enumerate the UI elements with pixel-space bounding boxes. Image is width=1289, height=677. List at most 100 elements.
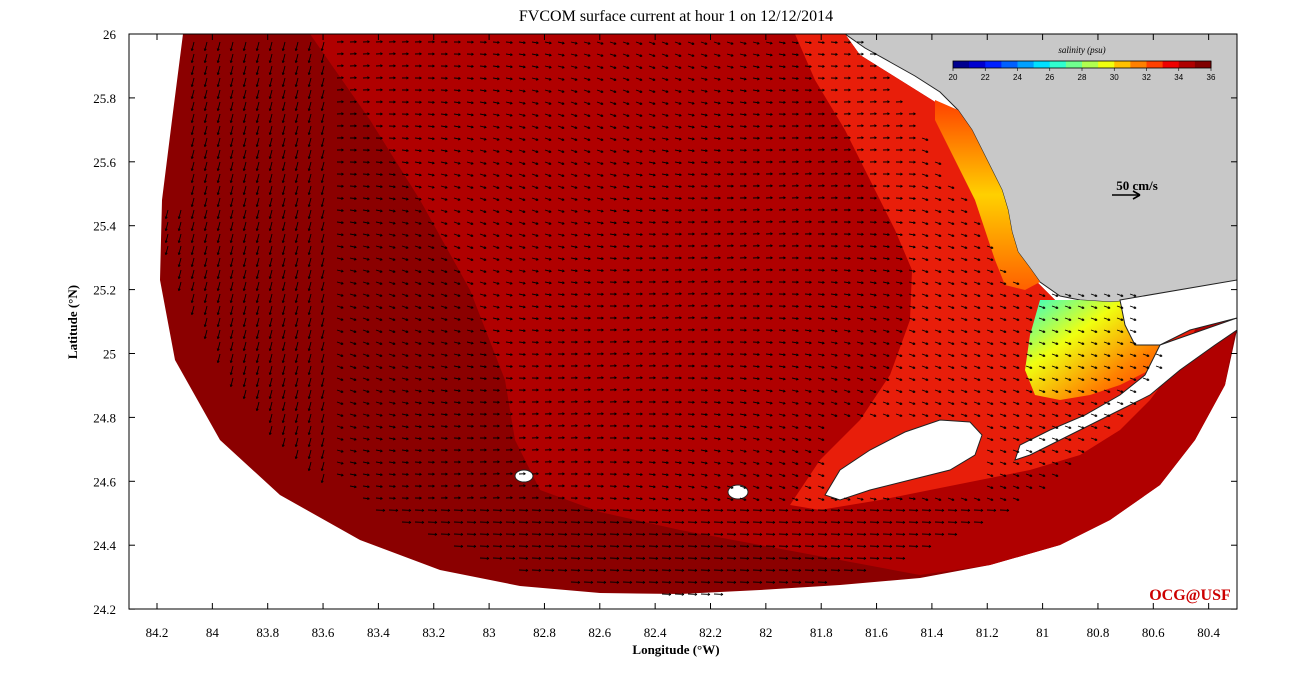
current-vector-head: [405, 413, 409, 417]
current-vector: [869, 329, 877, 333]
current-vector-head: [941, 508, 945, 512]
current-vector-head: [366, 342, 370, 345]
current-vector-head: [229, 216, 233, 219]
current-vector-head: [320, 288, 324, 291]
current-vector-head: [431, 306, 435, 309]
current-vector-head: [575, 400, 578, 404]
current-vector: [321, 473, 325, 483]
current-vector: [622, 113, 630, 117]
current-vector-head: [601, 257, 604, 261]
current-vector: [308, 101, 312, 111]
current-vector: [453, 197, 461, 201]
current-vector-head: [294, 252, 298, 255]
current-vector: [622, 485, 630, 488]
current-vector-head: [640, 497, 643, 501]
current-vector-head: [835, 64, 838, 68]
current-vector: [165, 233, 169, 243]
current-vector-head: [796, 53, 799, 57]
current-vector-head: [938, 246, 942, 249]
current-vector: [674, 485, 682, 488]
current-vector: [492, 293, 500, 297]
current-vector-head: [471, 424, 474, 428]
current-vector-head: [835, 268, 838, 272]
current-vector: [178, 281, 182, 291]
current-vector-head: [770, 365, 773, 369]
current-vector: [1077, 353, 1085, 357]
current-vector: [1012, 281, 1020, 285]
current-vector-head: [562, 388, 565, 392]
current-vector: [336, 389, 344, 393]
current-vector: [999, 293, 1007, 297]
current-vector-head: [483, 234, 487, 237]
current-vector: [414, 185, 422, 188]
current-vector: [401, 377, 409, 381]
current-vector: [583, 77, 591, 81]
current-vector: [908, 245, 916, 248]
current-vector-head: [900, 172, 903, 176]
current-vector: [295, 197, 299, 207]
current-vector-head: [496, 101, 500, 105]
current-vector-head: [392, 294, 396, 297]
current-vector-head: [393, 161, 396, 165]
current-vector: [934, 497, 942, 501]
current-vector: [230, 53, 234, 63]
current-vector: [752, 101, 760, 104]
current-vector: [1129, 365, 1137, 369]
current-vector: [882, 497, 890, 500]
current-vector-head: [666, 352, 669, 356]
current-vector-head: [564, 532, 568, 536]
current-vector-head: [216, 156, 220, 159]
current-vector-head: [419, 64, 422, 68]
current-vector-head: [431, 258, 435, 261]
current-vector-head: [320, 120, 324, 123]
current-vector: [453, 125, 461, 128]
current-vector-head: [229, 48, 233, 51]
current-vector-head: [782, 413, 786, 417]
current-vector-head: [640, 256, 643, 260]
current-vector: [295, 65, 299, 75]
current-vector: [388, 293, 396, 297]
current-vector-head: [536, 364, 539, 368]
current-vector: [269, 233, 273, 243]
current-vector: [921, 281, 929, 285]
current-vector-head: [1068, 330, 1072, 333]
current-vector: [544, 89, 552, 93]
current-vector-head: [863, 508, 867, 512]
current-vector-head: [393, 100, 396, 104]
current-vector: [388, 233, 396, 237]
current-vector: [362, 497, 370, 500]
current-vector-head: [860, 317, 864, 321]
current-vector-head: [938, 354, 942, 357]
current-vector: [531, 149, 539, 153]
current-vector: [960, 377, 968, 381]
current-vector: [947, 305, 955, 309]
current-vector: [427, 137, 435, 140]
current-vector: [531, 317, 539, 320]
current-vector-head: [393, 52, 396, 56]
current-vector-head: [562, 412, 565, 416]
current-vector: [479, 233, 487, 237]
current-vector: [1090, 293, 1098, 297]
current-vector: [700, 65, 708, 69]
current-vector: [687, 425, 695, 428]
current-vector: [466, 341, 474, 344]
current-vector-head: [445, 413, 448, 417]
current-vector-head: [320, 468, 324, 471]
current-vector: [427, 113, 435, 116]
current-vector: [388, 221, 396, 225]
current-vector-head: [457, 197, 461, 201]
current-vector-head: [354, 160, 357, 164]
current-vector-head: [1042, 390, 1046, 393]
current-vector: [583, 173, 591, 177]
current-vector: [440, 125, 448, 128]
current-vector: [518, 317, 526, 320]
current-vector-head: [294, 60, 298, 63]
current-vector: [765, 113, 773, 115]
current-vector: [1090, 353, 1098, 357]
current-vector-head: [418, 389, 422, 393]
current-vector-head: [704, 485, 708, 489]
current-vector: [609, 173, 617, 177]
current-vector-head: [666, 449, 669, 452]
current-vector-head: [850, 532, 854, 536]
current-vector: [217, 101, 221, 111]
